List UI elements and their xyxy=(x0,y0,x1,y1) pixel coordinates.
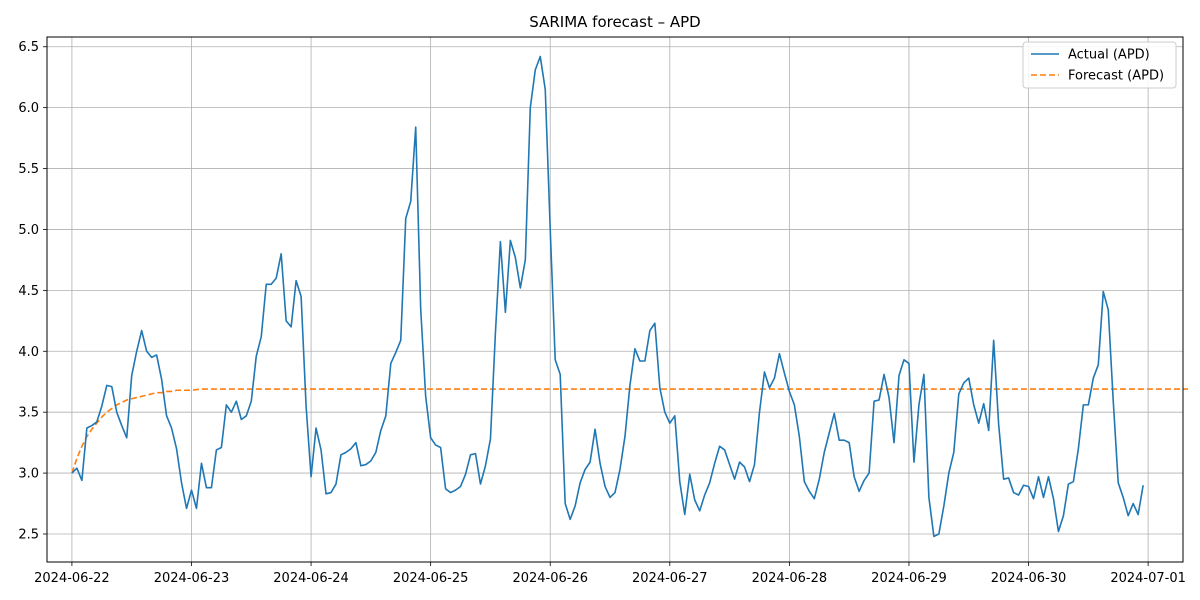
legend-label: Actual (APD) xyxy=(1068,48,1150,63)
x-axis: 2024-06-22 2024-06-23 2024-06-24 2024-06-25… xyxy=(34,562,1186,586)
x-tick-label: 2024-06-27 xyxy=(632,571,708,586)
forecast-line xyxy=(71,388,1188,474)
x-tick-label: 2024-06-28 xyxy=(752,571,828,586)
y-tick-label: 5.5 xyxy=(18,162,39,177)
y-tick-label: 5.0 xyxy=(18,223,39,238)
x-tick-label: 2024-06-25 xyxy=(393,571,469,586)
x-tick-label: 2024-06-26 xyxy=(512,571,588,586)
x-tick-label: 2024-07-01 xyxy=(1110,571,1186,586)
legend-label: Forecast (APD) xyxy=(1068,69,1164,84)
y-tick-label: 6.0 xyxy=(18,101,39,116)
actual-line xyxy=(71,55,1144,538)
grid xyxy=(47,37,1183,562)
y-tick-label: 2.5 xyxy=(18,527,39,542)
y-tick-label: 6.5 xyxy=(18,40,39,55)
x-tick-label: 2024-06-29 xyxy=(871,571,947,586)
series-layer xyxy=(71,55,1188,538)
plot-frame xyxy=(46,36,1184,563)
y-axis: 2.5 3.0 3.5 4.0 4.5 5.0 5.5 6.0 6.5 xyxy=(18,40,47,542)
x-tick-label: 2024-06-23 xyxy=(154,571,230,586)
y-tick-label: 3.0 xyxy=(18,467,39,482)
x-tick-label: 2024-06-30 xyxy=(991,571,1067,586)
y-tick-label: 4.0 xyxy=(18,345,39,360)
legend-box xyxy=(1022,41,1177,89)
x-tick-label: 2024-06-24 xyxy=(273,571,349,586)
y-tick-label: 4.5 xyxy=(18,284,39,299)
legend: Actual (APD) Forecast (APD) xyxy=(1022,41,1177,89)
chart-title: SARIMA forecast – APD xyxy=(529,13,700,31)
y-tick-label: 3.5 xyxy=(18,406,39,421)
x-tick-label: 2024-06-22 xyxy=(34,571,110,586)
